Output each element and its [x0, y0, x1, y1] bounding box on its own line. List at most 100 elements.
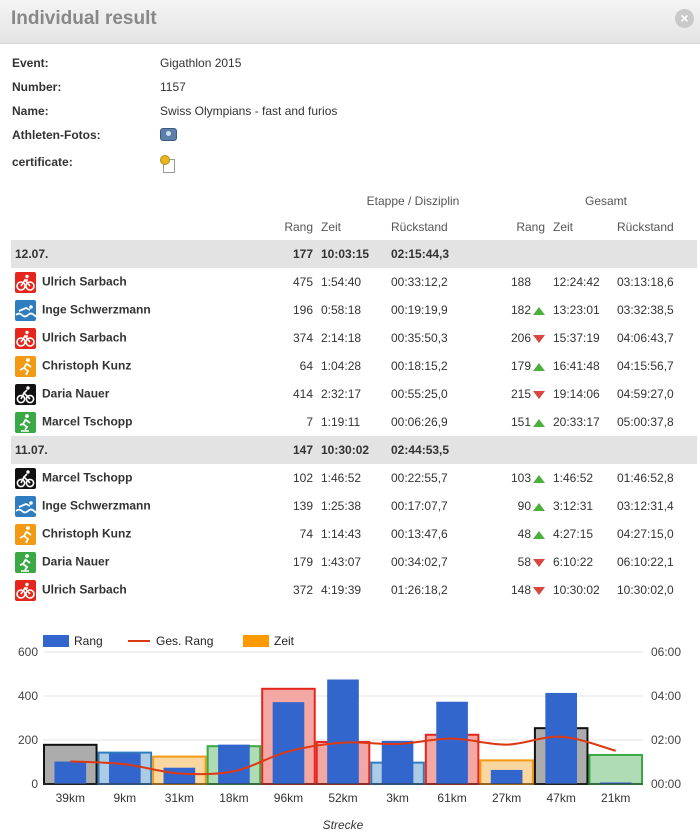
stage-zeit: 2:32:17	[321, 387, 362, 401]
athlete-name[interactable]: Christoph Kunz	[42, 358, 132, 373]
table-row[interactable]: Christoph Kunz 74 1:14:43 00:13:47,6 48 4:27:…	[11, 520, 697, 548]
stage-zeit: 1:25:38	[321, 499, 362, 513]
x-tick-label: 9km	[113, 791, 136, 805]
stage-rueckstand: 00:22:55,7	[391, 471, 448, 485]
y-right-tick: 04:00	[651, 689, 681, 703]
rang-bar	[163, 767, 196, 784]
total-zeit: 16:41:48	[553, 359, 600, 373]
y-left-tick: 600	[18, 645, 38, 659]
y-right-tick: 00:00	[651, 777, 681, 791]
athlete-name[interactable]: Ulrich Sarbach	[42, 274, 127, 289]
col-zeit: Zeit	[321, 220, 342, 234]
total-zeit: 10:30:02	[553, 583, 600, 597]
table-row[interactable]: Inge Schwerzmann 139 1:25:38 00:17:07,7 90 3:…	[11, 492, 697, 520]
table-row[interactable]: Ulrich Sarbach 475 1:54:40 00:33:12,2 188 12:…	[11, 268, 697, 296]
info-label: Event:	[12, 56, 49, 70]
mtb-icon	[15, 383, 36, 405]
total-rang: 90	[517, 499, 531, 513]
total-zeit: 6:10:22	[553, 555, 594, 569]
col-gesamt-rueckstand: Rückstand	[617, 220, 674, 234]
athlete-name[interactable]: Christoph Kunz	[42, 526, 132, 541]
day-zeit: 10:30:02	[317, 436, 387, 464]
zeit-bar	[588, 753, 643, 785]
rang-bar	[54, 761, 87, 784]
x-axis-label: Strecke	[323, 818, 364, 832]
rang-bar	[109, 753, 141, 784]
table-row[interactable]: Inge Schwerzmann 196 0:58:18 00:19:19,9 182 1…	[11, 296, 697, 324]
results-chart: Rang Ges. Rang Zeit 0 200 400 600 00:00 02:00 04:…	[0, 628, 700, 835]
day-rueckstand: 02:44:53,5	[387, 436, 499, 464]
stage-rang: 414	[292, 387, 313, 401]
total-rueckstand: 04:06:43,7	[617, 331, 674, 345]
athlete-name[interactable]: Ulrich Sarbach	[42, 582, 127, 597]
table-row[interactable]: Christoph Kunz 64 1:04:28 00:18:15,2 179 16:4…	[11, 352, 697, 380]
stage-rang: 196	[292, 303, 313, 317]
y-left-tick: 400	[18, 689, 38, 703]
rang-bar	[599, 782, 632, 784]
total-rang: 48	[517, 527, 531, 541]
x-tick-label: 52km	[328, 791, 357, 805]
stage-zeit: 1:14:43	[321, 527, 362, 541]
stage-rueckstand: 00:13:47,6	[391, 527, 448, 541]
athlete-name[interactable]: Daria Nauer	[42, 554, 110, 569]
total-rang: 206	[510, 331, 531, 345]
total-rueckstand: 03:13:18,6	[617, 275, 674, 289]
stage-rueckstand: 00:06:26,9	[391, 415, 448, 429]
ges-rang-line	[70, 735, 616, 776]
dialog-title: Individual result	[11, 8, 157, 29]
stage-rueckstand: 01:26:18,2	[391, 583, 448, 597]
legend-label: Zeit	[274, 634, 295, 648]
athlete-name[interactable]: Daria Nauer	[42, 386, 110, 401]
athlete-name[interactable]: Inge Schwerzmann	[42, 498, 151, 513]
inline-icon	[15, 411, 36, 433]
total-rang: 182	[510, 303, 531, 317]
stage-rang: 74	[299, 527, 313, 541]
bike-icon	[15, 271, 36, 293]
dialog-titlebar: Individual result ×	[0, 0, 700, 44]
stage-rueckstand: 00:55:25,0	[391, 387, 448, 401]
table-row[interactable]: Daria Nauer 414 2:32:17 00:55:25,0 215 19:14:…	[11, 380, 697, 408]
total-zeit: 4:27:15	[553, 527, 594, 541]
table-row[interactable]: Marcel Tschopp 7 1:19:11 00:06:26,9 151 20:33…	[11, 408, 697, 436]
run-icon	[15, 355, 36, 377]
swim-icon	[15, 299, 36, 321]
total-zeit: 1:46:52	[553, 471, 594, 485]
day-zeit: 10:03:15	[317, 240, 387, 268]
total-rueckstand: 01:46:52,8	[617, 471, 674, 485]
info-label: Name:	[12, 104, 49, 118]
stage-rang: 372	[292, 583, 313, 597]
rang-bar	[327, 679, 359, 784]
table-row[interactable]: Ulrich Sarbach 374 2:14:18 00:35:50,3 206 15:…	[11, 324, 697, 352]
table-column-header: Rang Zeit Rückstand Rang Zeit Rückstand	[11, 214, 697, 240]
athlete-name[interactable]: Marcel Tschopp	[42, 470, 133, 485]
x-tick-label: 39km	[56, 791, 85, 805]
stage-rueckstand: 00:35:50,3	[391, 331, 448, 345]
info-value: Gigathlon 2015	[160, 56, 242, 70]
day-group-row: 12.07. 177 10:03:15 02:15:44,3	[11, 240, 697, 268]
stage-zeit: 1:19:11	[321, 415, 361, 429]
total-zeit: 12:24:42	[553, 275, 600, 289]
info-value: 1157	[160, 80, 186, 94]
y-right-tick: 02:00	[651, 733, 681, 747]
total-rang: 148	[510, 583, 531, 597]
day-group-row: 11.07. 147 10:30:02 02:44:53,5	[11, 436, 697, 464]
athlete-name[interactable]: Ulrich Sarbach	[42, 330, 127, 345]
photos-link[interactable]	[160, 128, 177, 144]
total-rueckstand: 06:10:22,1	[617, 555, 674, 569]
rank-down-icon	[533, 390, 545, 399]
rank-down-icon	[533, 558, 545, 567]
camera-icon[interactable]	[160, 128, 177, 141]
athlete-name[interactable]: Inge Schwerzmann	[42, 302, 151, 317]
stage-rang: 102	[292, 471, 313, 485]
certificate-link[interactable]	[160, 155, 175, 176]
athlete-name[interactable]: Marcel Tschopp	[42, 414, 133, 429]
certificate-icon[interactable]	[160, 155, 175, 173]
close-icon[interactable]: ×	[675, 9, 694, 28]
table-row[interactable]: Marcel Tschopp 102 1:46:52 00:22:55,7 103 1:4…	[11, 464, 697, 492]
table-row[interactable]: Ulrich Sarbach 372 4:19:39 01:26:18,2 148 10:…	[11, 576, 697, 604]
stage-rueckstand: 00:18:15,2	[391, 359, 448, 373]
stage-zeit: 1:54:40	[321, 275, 362, 289]
etappe-header: Etappe / Disziplin	[366, 194, 460, 208]
table-row[interactable]: Daria Nauer 179 1:43:07 00:34:02,7 58 6:10:22…	[11, 548, 697, 576]
x-tick-label: 61km	[437, 791, 466, 805]
